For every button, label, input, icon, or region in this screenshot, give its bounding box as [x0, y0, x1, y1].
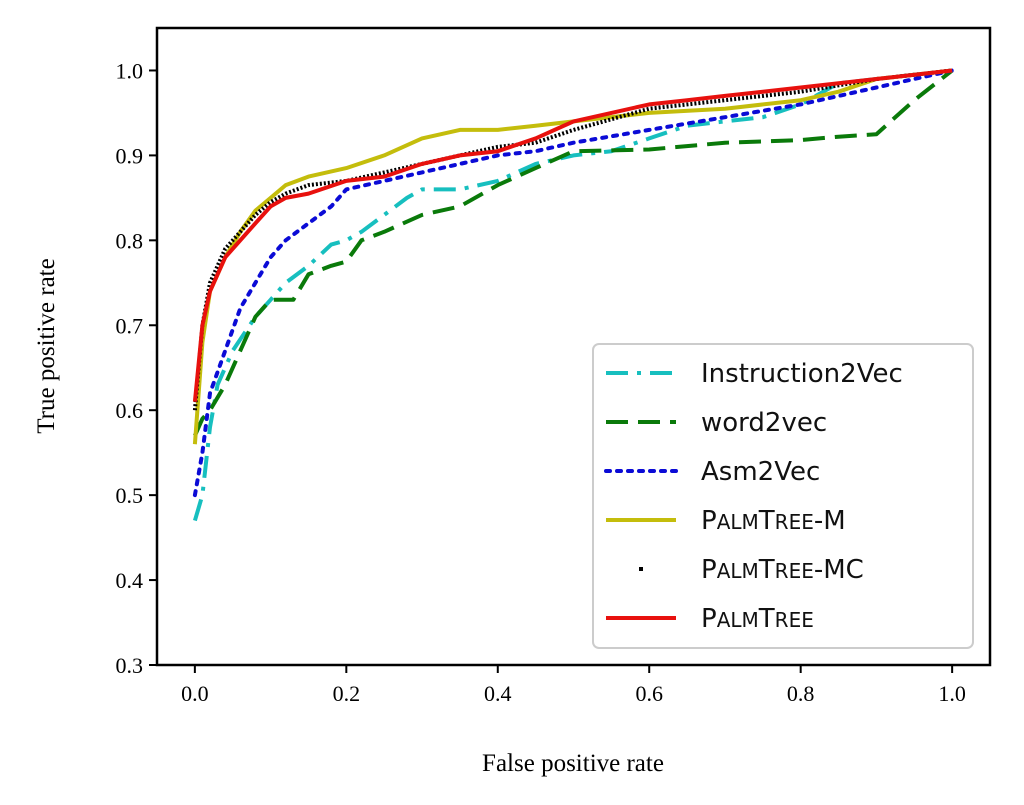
axis-ticks: 0.0 0.2 0.4 0.6 0.8 1.0 0.3 0.4 0.5 0.6 0.7 0.8 0.9 1… [116, 58, 966, 706]
x-tick-label: 0.8 [787, 681, 815, 706]
legend-label-palmtree: PALMTREE [701, 604, 814, 634]
legend-box [592, 343, 974, 649]
y-tick-label: 0.8 [116, 228, 144, 253]
legend-label-asm2vec: Asm2Vec [701, 457, 820, 487]
y-tick-label: 0.6 [116, 398, 144, 423]
y-tick-label: 1.0 [116, 58, 144, 83]
series-lines [192, 68, 955, 522]
legend-label-word2vec: word2vec [701, 408, 827, 438]
y-tick-label: 0.9 [116, 143, 144, 168]
series-line-word2vec [193, 68, 954, 437]
series-line-asm2vec [192, 68, 955, 498]
x-axis-label: False positive rate [482, 750, 664, 777]
y-axis-label: True positive rate [33, 258, 60, 433]
series-line-palmtree-mc [192, 68, 953, 411]
x-tick-label: 0.2 [333, 681, 361, 706]
y-tick-label: 0.4 [116, 568, 144, 593]
x-tick-label: 0.0 [181, 681, 209, 706]
series-line-palmtree [192, 68, 953, 402]
y-tick-label: 0.3 [116, 653, 144, 678]
legend-handle-palmtree-mc [639, 567, 643, 571]
y-tick-label: 0.7 [116, 313, 144, 338]
legend-label-instruction2vec: Instruction2Vec [701, 359, 903, 389]
y-tick-label: 0.5 [116, 483, 144, 508]
series-line-palmtree-m [192, 68, 953, 445]
series-line-instruction2vec [192, 68, 953, 522]
x-tick-label: 1.0 [938, 681, 966, 706]
legend-label-palmtree-mc: PALMTREE-MC [701, 555, 864, 585]
legend-label-palmtree-m: PALMTREE-M [701, 506, 846, 536]
legend: Instruction2Vec word2vec Asm2Vec PALMTREE-M… [592, 343, 974, 649]
x-tick-label: 0.6 [635, 681, 663, 706]
x-tick-label: 0.4 [484, 681, 512, 706]
